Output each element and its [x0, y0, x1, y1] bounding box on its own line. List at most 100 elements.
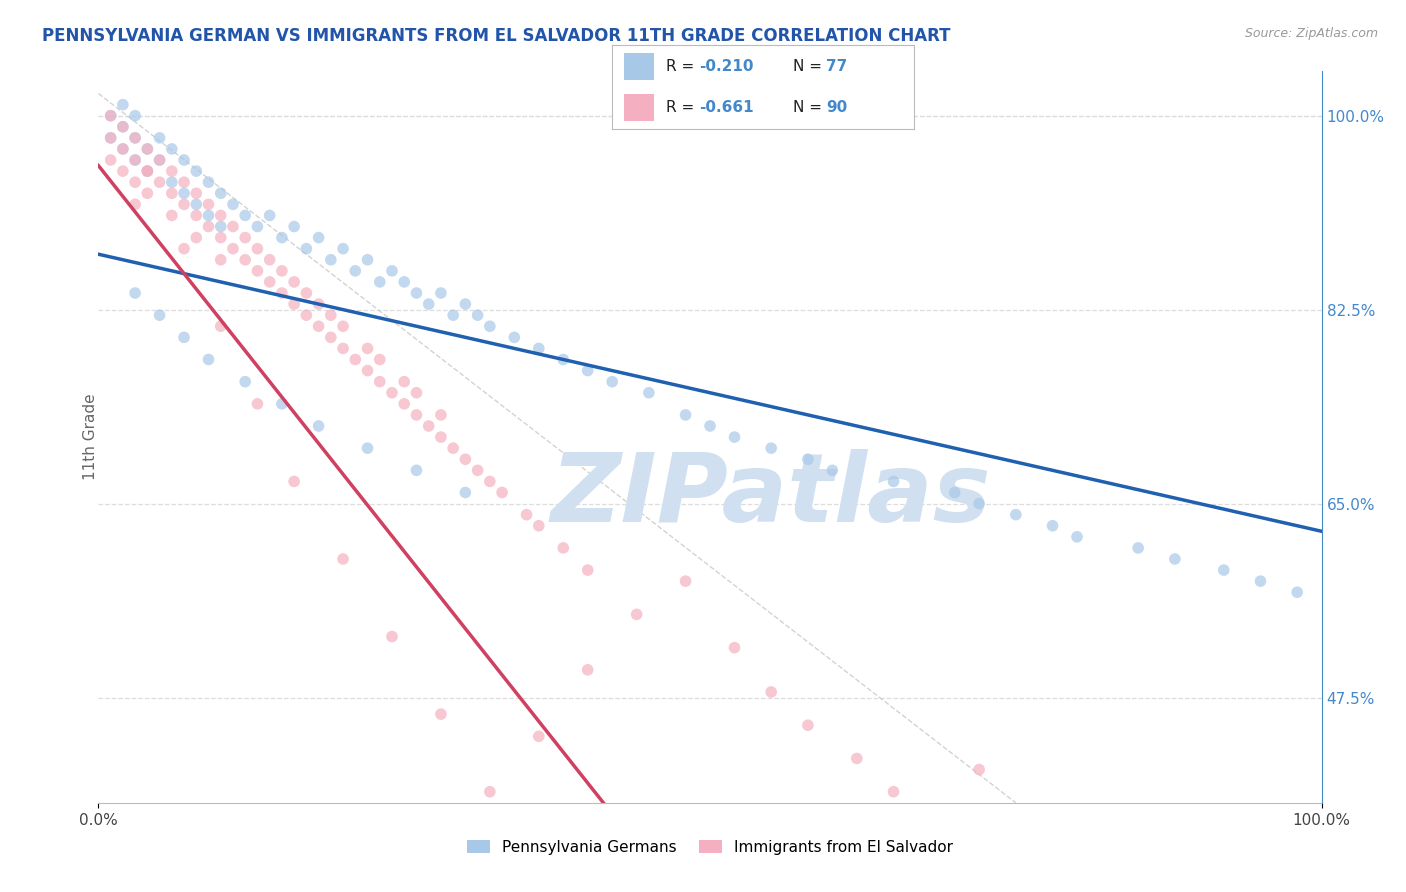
- Point: [186, 197, 208, 211]
- Point: [332, 342, 354, 356]
- Text: R =: R =: [666, 100, 699, 115]
- Point: [222, 197, 245, 211]
- Point: [246, 397, 269, 411]
- Point: [356, 342, 378, 356]
- Point: [149, 153, 172, 167]
- Point: [699, 419, 721, 434]
- Point: [381, 264, 404, 278]
- Point: [308, 419, 330, 434]
- Point: [136, 186, 159, 201]
- Point: [308, 297, 330, 311]
- Point: [576, 663, 599, 677]
- Point: [173, 197, 195, 211]
- Point: [761, 441, 783, 455]
- Point: [136, 142, 159, 156]
- Point: [149, 131, 172, 145]
- Text: N =: N =: [793, 100, 827, 115]
- Point: [124, 131, 146, 145]
- Point: [209, 219, 232, 234]
- Point: [186, 230, 208, 244]
- Point: [332, 319, 354, 334]
- Point: [173, 153, 195, 167]
- Point: [124, 175, 146, 189]
- Point: [270, 264, 294, 278]
- Point: [295, 242, 318, 256]
- Point: [553, 541, 575, 555]
- Point: [515, 508, 537, 522]
- Point: [883, 475, 905, 489]
- Point: [173, 175, 195, 189]
- Point: [209, 209, 232, 223]
- Point: [233, 375, 256, 389]
- Point: [1164, 552, 1187, 566]
- Point: [124, 131, 146, 145]
- Point: [467, 308, 489, 322]
- Point: [270, 230, 294, 244]
- Point: [160, 175, 183, 189]
- Point: [111, 97, 134, 112]
- Point: [430, 285, 453, 300]
- Point: [160, 186, 183, 201]
- Point: [344, 352, 367, 367]
- Point: [723, 430, 745, 444]
- Point: [295, 308, 318, 322]
- Point: [356, 441, 378, 455]
- Point: [308, 230, 330, 244]
- Point: [797, 452, 820, 467]
- Point: [626, 607, 648, 622]
- Text: R =: R =: [666, 59, 699, 74]
- Point: [392, 375, 416, 389]
- Point: [100, 109, 122, 123]
- Point: [319, 330, 342, 344]
- Point: [478, 475, 501, 489]
- FancyBboxPatch shape: [624, 54, 654, 80]
- Text: N =: N =: [793, 59, 827, 74]
- Point: [553, 352, 575, 367]
- Point: [233, 209, 256, 223]
- Legend: Pennsylvania Germans, Immigrants from El Salvador: Pennsylvania Germans, Immigrants from El…: [461, 834, 959, 861]
- Point: [283, 275, 305, 289]
- Point: [392, 397, 416, 411]
- Point: [111, 142, 134, 156]
- Point: [576, 363, 599, 377]
- Point: [136, 164, 159, 178]
- Point: [246, 219, 269, 234]
- Point: [967, 497, 990, 511]
- Point: [173, 330, 195, 344]
- Point: [149, 308, 172, 322]
- Point: [503, 330, 526, 344]
- Point: [209, 230, 232, 244]
- Point: [943, 485, 966, 500]
- Point: [1128, 541, 1150, 555]
- Point: [478, 319, 501, 334]
- Point: [883, 785, 905, 799]
- Point: [111, 142, 134, 156]
- Text: 77: 77: [827, 59, 848, 74]
- Point: [418, 419, 440, 434]
- Point: [1249, 574, 1271, 589]
- Point: [100, 131, 122, 145]
- Point: [100, 109, 122, 123]
- Point: [100, 131, 122, 145]
- Point: [319, 252, 342, 267]
- Point: [233, 230, 256, 244]
- Point: [319, 308, 342, 322]
- Point: [136, 164, 159, 178]
- Point: [111, 120, 134, 134]
- Point: [454, 297, 477, 311]
- Point: [111, 164, 134, 178]
- Point: [430, 408, 453, 422]
- Point: [197, 175, 219, 189]
- Point: [149, 153, 172, 167]
- Point: [430, 430, 453, 444]
- Text: 90: 90: [827, 100, 848, 115]
- Point: [675, 408, 697, 422]
- Point: [1066, 530, 1088, 544]
- Point: [124, 153, 146, 167]
- Point: [197, 219, 219, 234]
- Point: [222, 219, 245, 234]
- Point: [356, 363, 378, 377]
- Text: PENNSYLVANIA GERMAN VS IMMIGRANTS FROM EL SALVADOR 11TH GRADE CORRELATION CHART: PENNSYLVANIA GERMAN VS IMMIGRANTS FROM E…: [42, 27, 950, 45]
- Point: [967, 763, 990, 777]
- Point: [381, 385, 404, 400]
